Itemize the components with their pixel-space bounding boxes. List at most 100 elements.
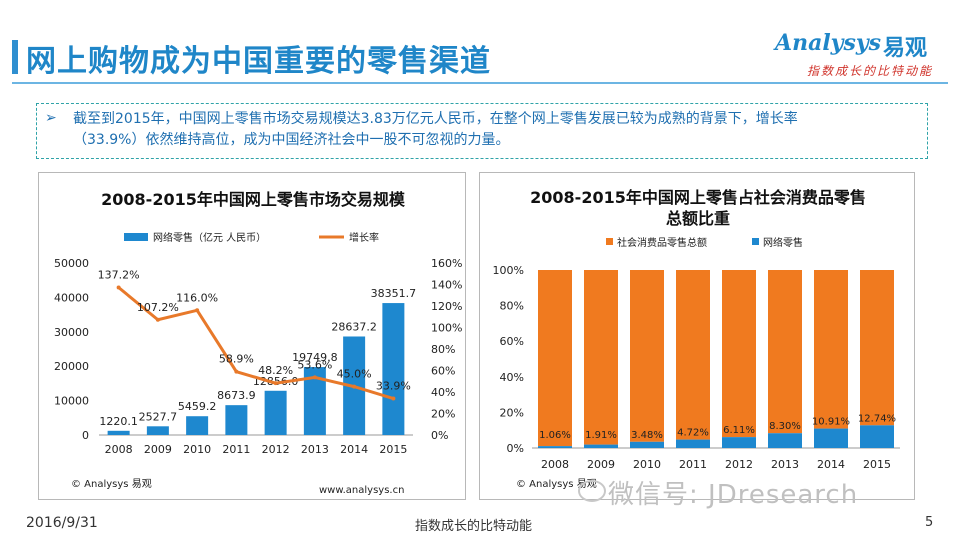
page-number: 5 [925,515,934,530]
bar [107,430,130,435]
share-chart-panel: 2008-2015年中国网上零售占社会消费品零售 总额比重社会消费品零售总额 网络零… [479,172,915,500]
growth-point [273,381,278,386]
growth-point [312,375,317,380]
footer-date: 2016/9/31 [26,515,98,531]
x-tick-label: 2010 [183,443,211,456]
bar-data-label: 12.74% [858,413,896,424]
bar [303,367,326,435]
logo-wordmark: Analysys [775,30,882,56]
bar-data-label: 8.30% [769,421,801,432]
y-tick-label: 30000 [54,326,89,339]
bullet-arrow-icon: ➢ [45,110,57,126]
x-tick-label: 2011 [222,443,250,456]
legend-label-line: 增长率 [349,231,379,244]
title-divider [12,82,948,84]
summary-box: ➢ 截至到2015年，中国网上零售市场交易规模达3.83万亿元人民币，在整个网上… [36,103,928,159]
x-tick-label: 2009 [587,458,615,471]
y-tick-label: 60% [500,335,524,348]
bar-total [722,270,756,438]
growth-data-label: 45.0% [337,368,372,381]
legend-swatch-online [752,238,759,245]
x-tick-label: 2013 [301,443,329,456]
bar-data-label: 1.06% [539,430,571,441]
legend-label-total: 社会消费品零售总额 [617,236,707,249]
bar-data-label: 8673.9 [217,389,256,402]
growth-data-label: 58.9% [219,353,254,366]
y-tick-label: 10000 [54,395,89,408]
bar-data-label: 38351.7 [371,287,417,300]
legend-swatch-bars [124,233,148,241]
growth-data-label: 137.2% [98,269,140,282]
x-tick-label: 2014 [340,443,368,456]
x-tick-label: 2012 [725,458,753,471]
x-tick-label: 2014 [817,458,845,471]
bar-online [722,437,756,448]
bar-data-label: 6.11% [723,425,755,436]
y2-tick-label: 100% [431,322,462,335]
bar-online [538,446,572,448]
chart1-site: www.analysys.cn [319,485,404,496]
y-tick-label: 20% [500,406,524,419]
bar-total [814,270,848,429]
chart2-source: © Analysys 易观 [516,478,597,490]
bar-total [676,270,710,440]
bar [146,426,169,435]
chart1-title: 2008-2015年中国网上零售市场交易规模 [101,190,406,209]
y2-tick-label: 120% [431,300,462,313]
growth-point [195,308,200,313]
bar-data-label: 10.91% [812,417,850,428]
bar-data-label: 28637.2 [331,320,377,333]
y2-tick-label: 140% [431,279,462,292]
bar [225,405,248,435]
bar-online [630,441,664,448]
y-tick-label: 0% [507,442,524,455]
growth-point [352,384,357,389]
legend-label-bars: 网络零售（亿元 人民币） [153,231,266,244]
bar-online [584,444,618,448]
footer-slogan: 指数成长的比特动能 [415,519,533,534]
bar-data-label: 5459.2 [178,400,217,413]
growth-data-label: 48.2% [258,364,293,377]
analysys-logo: Analysys 易观 指数成长的比特动能 [775,30,945,82]
bar-data-label: 2527.7 [139,410,178,423]
growth-data-label: 107.2% [137,301,179,314]
summary-line-1: 截至到2015年，中国网上零售市场交易规模达3.83万亿元人民币，在整个网上零售… [73,111,798,127]
bar-online [676,439,710,448]
bar-total [584,270,618,445]
summary-text: 截至到2015年，中国网上零售市场交易规模达3.83万亿元人民币，在整个网上零售… [73,109,923,151]
y2-tick-label: 160% [431,257,462,270]
y2-tick-label: 60% [431,365,455,378]
x-tick-label: 2009 [144,443,172,456]
growth-data-label: 53.6% [297,358,332,371]
growth-point [155,317,160,322]
bar [186,416,209,435]
x-tick-label: 2012 [262,443,290,456]
y-tick-label: 20000 [54,360,89,373]
bar-total [630,270,664,442]
growth-rate-line [117,286,394,400]
bar-total [860,270,894,426]
chart2-title-line1: 2008-2015年中国网上零售占社会消费品零售 [530,188,866,207]
x-tick-label: 2015 [379,443,407,456]
logo-slogan: 指数成长的比特动能 [807,64,934,78]
y-tick-label: 0 [82,429,89,442]
legend-swatch-total [606,238,613,245]
x-tick-label: 2008 [105,443,133,456]
legend-label-online: 网络零售 [763,236,803,249]
y-tick-label: 40% [500,371,524,384]
chart2-title-line2: 总额比重 [666,209,730,228]
bar-total [538,270,572,447]
page-title: 网上购物成为中国重要的零售渠道 [26,44,491,79]
x-tick-label: 2010 [633,458,661,471]
growth-point [116,285,121,290]
bar [382,303,405,435]
wechat-watermark: 微信号: JDresearch [608,480,859,510]
y-tick-label: 40000 [54,291,89,304]
y2-tick-label: 80% [431,343,455,356]
growth-data-label: 33.9% [376,380,411,393]
title-accent-bar [12,40,18,74]
bar-online [814,428,848,448]
bar-total [768,270,802,434]
